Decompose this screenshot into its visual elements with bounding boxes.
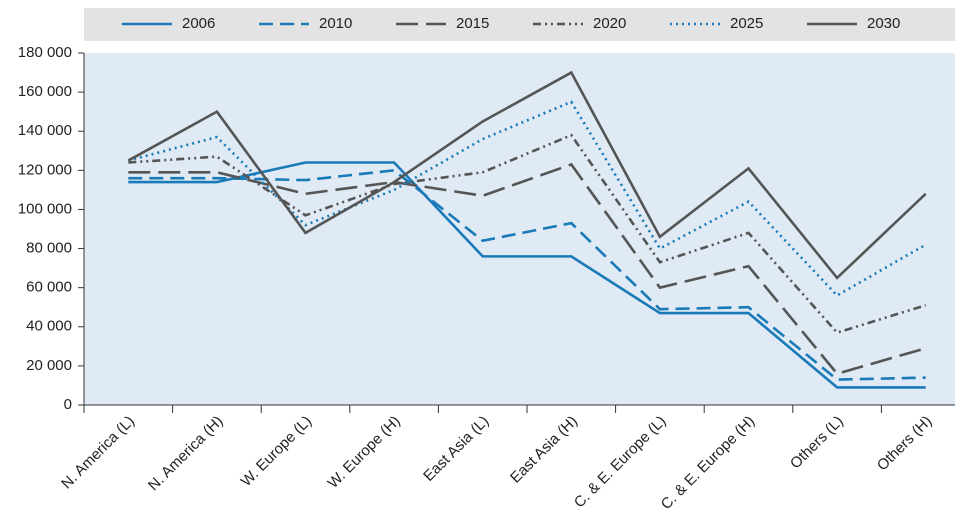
legend-label: 2006 <box>182 15 215 32</box>
y-tick-label: 140 000 <box>18 122 72 139</box>
y-tick-label: 0 <box>64 396 72 413</box>
y-tick-label: 40 000 <box>26 318 72 335</box>
legend-label: 2015 <box>456 15 489 32</box>
legend-label: 2020 <box>593 15 626 32</box>
x-tick-label: N. America (H) <box>145 413 227 495</box>
y-tick-label: 100 000 <box>18 200 72 217</box>
x-tick-label: W. Europe (L) <box>238 413 315 490</box>
series-line <box>128 162 927 376</box>
x-tick-label: N. America (L) <box>58 413 138 493</box>
plot-area <box>84 53 955 405</box>
x-tick-label: East Asia (L) <box>420 413 492 485</box>
x-tick-label: C. & E. Europe (L) <box>571 413 670 512</box>
series-line <box>128 133 927 335</box>
series-line <box>127 100 927 298</box>
x-tick-label: East Asia (H) <box>507 413 581 487</box>
x-tick-label: Others (L) <box>787 413 847 473</box>
x-tick-label: W. Europe (H) <box>325 413 404 492</box>
legend-label: 2030 <box>867 15 900 32</box>
y-tick-label: 60 000 <box>26 279 72 296</box>
y-tick-label: 120 000 <box>18 161 72 178</box>
series-line <box>128 168 926 381</box>
y-tick-label: 160 000 <box>18 83 72 100</box>
series-line <box>127 70 927 280</box>
y-tick-label: 80 000 <box>26 240 72 257</box>
y-tick-label: 180 000 <box>18 44 72 61</box>
legend-label: 2010 <box>319 15 352 32</box>
legend-label: 2025 <box>730 15 763 32</box>
x-tick-label: C. & E. Europe (H) <box>658 413 758 513</box>
y-tick-label: 20 000 <box>26 357 72 374</box>
x-tick-label: Others (H) <box>874 413 936 475</box>
